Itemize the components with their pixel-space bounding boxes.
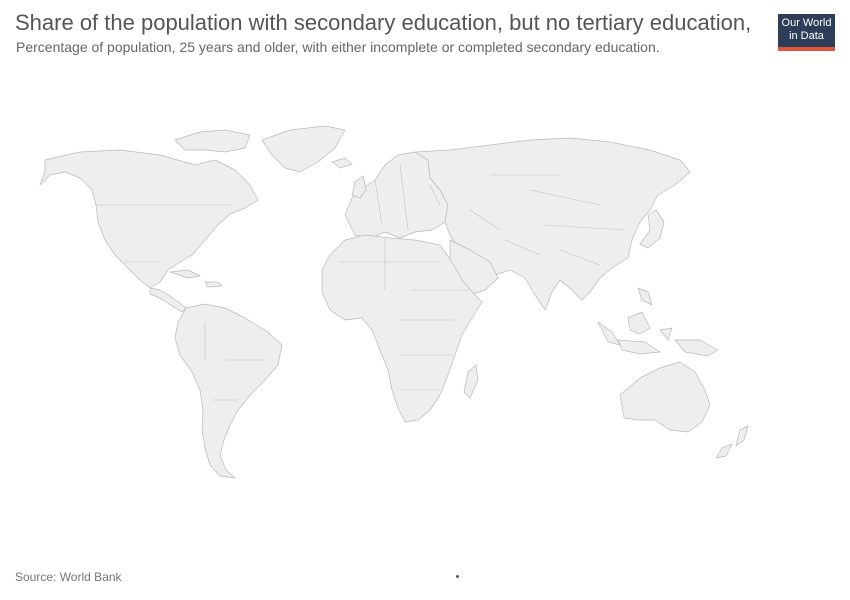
asia-shape[interactable] [414,137,691,311]
iceland-shape[interactable] [331,157,353,169]
world-map [39,125,749,479]
british-isles-shape[interactable] [351,175,367,199]
timeline-dot[interactable] [456,575,459,578]
greenland-shape[interactable] [261,125,346,173]
southeast-asia-islands-shape[interactable] [597,287,673,355]
japan-shape[interactable] [639,209,665,249]
north-america-shape[interactable] [39,149,259,289]
logo-line-2: in Data [789,30,824,42]
madagascar-shape[interactable] [463,364,479,399]
new-zealand-shape[interactable] [715,425,749,459]
country-borders [96,164,626,401]
south-america-shape[interactable] [174,303,283,479]
central-america-shape[interactable] [149,287,187,313]
source-note: Source: World Bank [15,570,122,584]
owid-logo[interactable]: Our World in Data [778,14,835,51]
chart-subtitle: Percentage of population, 25 years and o… [16,39,660,55]
africa-shape[interactable] [321,234,483,423]
australia-shape[interactable] [619,361,711,433]
arctic-islands-shape[interactable] [174,129,251,153]
new-guinea-shape[interactable] [674,339,719,357]
logo-line-1: Our World [781,17,832,29]
caribbean-islands-shape[interactable] [169,269,223,288]
chart-title: Share of the population with secondary e… [15,10,752,35]
